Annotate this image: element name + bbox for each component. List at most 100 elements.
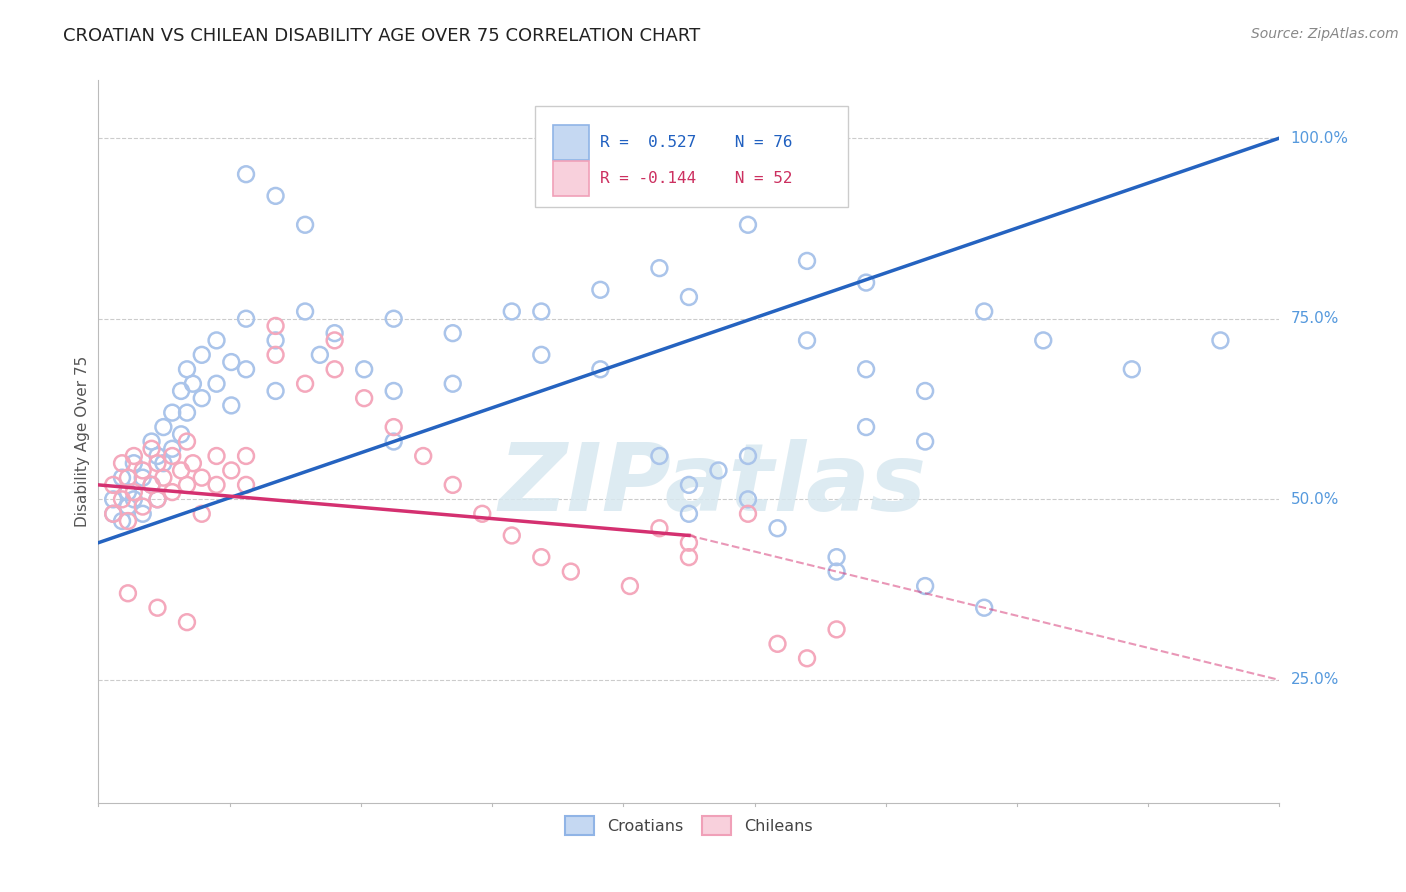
Point xyxy=(264,334,287,348)
Text: 25.0%: 25.0% xyxy=(1291,673,1339,688)
Point xyxy=(176,478,198,492)
Point xyxy=(825,550,848,565)
Point xyxy=(914,579,936,593)
Point xyxy=(323,326,346,341)
Point xyxy=(103,478,125,492)
Point xyxy=(678,478,700,492)
Point xyxy=(152,420,174,434)
Point xyxy=(382,384,405,398)
FancyBboxPatch shape xyxy=(553,125,589,160)
Point xyxy=(235,311,257,326)
Point xyxy=(441,326,464,341)
Point xyxy=(111,514,134,528)
Point xyxy=(117,500,139,514)
Point xyxy=(914,434,936,449)
Point xyxy=(205,449,228,463)
Point xyxy=(796,334,818,348)
Text: Source: ZipAtlas.com: Source: ZipAtlas.com xyxy=(1251,27,1399,41)
Point xyxy=(111,471,134,485)
Point xyxy=(648,521,671,535)
Point xyxy=(103,507,125,521)
Point xyxy=(146,449,169,463)
Point xyxy=(530,348,553,362)
Point xyxy=(162,485,183,500)
Text: 50.0%: 50.0% xyxy=(1291,491,1339,507)
Point xyxy=(176,434,198,449)
Point xyxy=(294,304,316,318)
Y-axis label: Disability Age Over 75: Disability Age Over 75 xyxy=(75,356,90,527)
Point xyxy=(181,376,204,391)
Point xyxy=(914,384,936,398)
Point xyxy=(146,492,169,507)
Text: R =  0.527    N = 76: R = 0.527 N = 76 xyxy=(600,135,793,150)
Point xyxy=(382,420,405,434)
Point xyxy=(191,507,214,521)
Point xyxy=(152,456,174,470)
Point xyxy=(122,492,145,507)
Point xyxy=(441,478,464,492)
Point xyxy=(141,478,163,492)
Point xyxy=(648,261,671,276)
Point xyxy=(471,507,494,521)
Point xyxy=(264,384,287,398)
Point xyxy=(619,579,641,593)
Point xyxy=(382,434,405,449)
FancyBboxPatch shape xyxy=(553,161,589,196)
Point xyxy=(205,376,228,391)
Point xyxy=(737,449,759,463)
Point xyxy=(146,456,169,470)
Point xyxy=(855,362,877,376)
Point xyxy=(855,276,877,290)
Text: 100.0%: 100.0% xyxy=(1291,130,1348,145)
Point xyxy=(117,514,139,528)
Point xyxy=(441,376,464,391)
Point xyxy=(176,406,198,420)
Text: R = -0.144    N = 52: R = -0.144 N = 52 xyxy=(600,171,793,186)
Point xyxy=(264,318,287,333)
Point xyxy=(648,449,671,463)
Point xyxy=(264,348,287,362)
Legend: Croatians, Chileans: Croatians, Chileans xyxy=(560,810,818,842)
Point xyxy=(141,434,163,449)
Text: CROATIAN VS CHILEAN DISABILITY AGE OVER 75 CORRELATION CHART: CROATIAN VS CHILEAN DISABILITY AGE OVER … xyxy=(63,27,700,45)
Point xyxy=(264,189,287,203)
Point xyxy=(221,398,243,412)
Point xyxy=(235,167,257,181)
Point xyxy=(117,471,139,485)
Point xyxy=(294,376,316,391)
Point xyxy=(530,304,553,318)
Text: ZIPatlas: ZIPatlas xyxy=(499,439,927,531)
Point xyxy=(181,456,204,470)
Point xyxy=(191,348,214,362)
Point xyxy=(132,507,155,521)
Text: 75.0%: 75.0% xyxy=(1291,311,1339,326)
Point xyxy=(501,304,523,318)
Point xyxy=(235,449,257,463)
Point xyxy=(176,362,198,376)
Point xyxy=(132,500,155,514)
Point xyxy=(103,492,125,507)
Point xyxy=(132,471,155,485)
Point xyxy=(294,218,316,232)
Point xyxy=(825,623,848,637)
FancyBboxPatch shape xyxy=(536,105,848,207)
Point xyxy=(1032,334,1054,348)
Point xyxy=(1121,362,1143,376)
Point xyxy=(117,485,139,500)
Point xyxy=(235,362,257,376)
Point xyxy=(707,463,730,477)
Point xyxy=(382,311,405,326)
Point xyxy=(353,362,375,376)
Point xyxy=(309,348,332,362)
Point xyxy=(412,449,434,463)
Point xyxy=(973,304,995,318)
Point xyxy=(170,427,193,442)
Point xyxy=(796,253,818,268)
Point xyxy=(796,651,818,665)
Point xyxy=(117,586,139,600)
Point xyxy=(766,637,789,651)
Point xyxy=(825,565,848,579)
Point xyxy=(737,492,759,507)
Point xyxy=(162,449,183,463)
Point xyxy=(678,535,700,549)
